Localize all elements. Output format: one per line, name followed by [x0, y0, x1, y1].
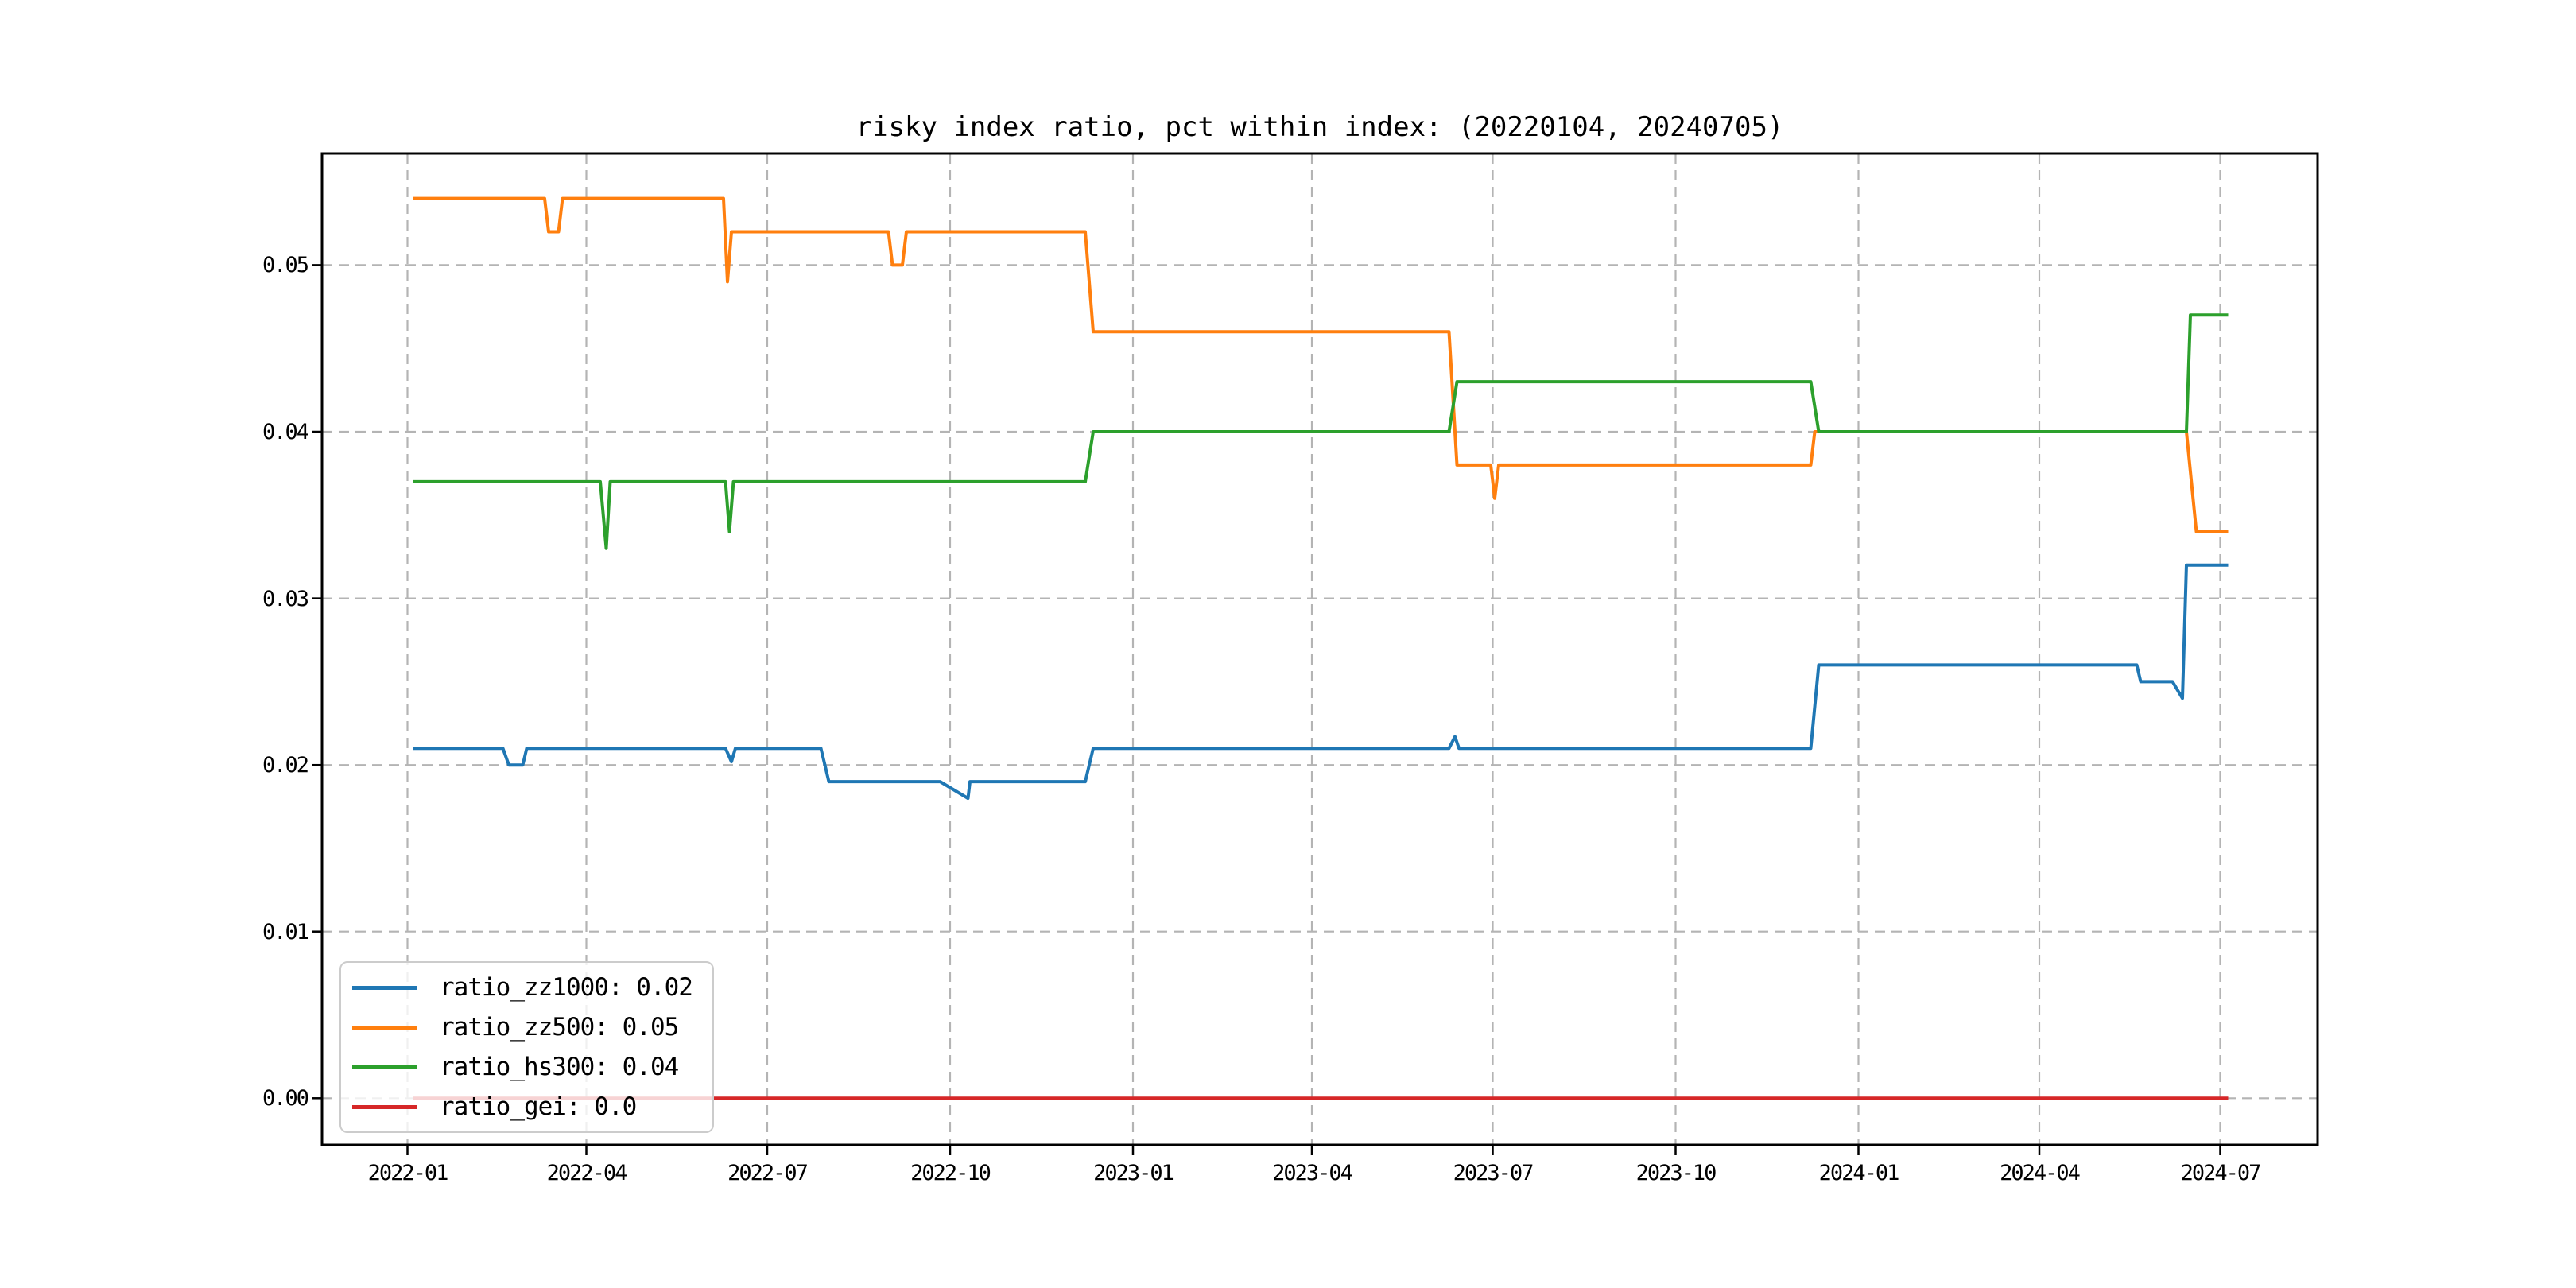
x-tick-label: 2024-07	[2180, 1161, 2262, 1185]
x-tick-label: 2022-04	[546, 1161, 628, 1185]
x-tick-label: 2022-10	[910, 1161, 991, 1185]
legend-line-sample	[352, 1025, 417, 1030]
plot-frame	[320, 152, 2319, 1146]
y-tick-label: 0.04	[262, 419, 309, 444]
legend-item-label: ratio_gei: 0.0	[440, 1092, 637, 1121]
series-line-ratio_zz1000	[413, 563, 2229, 801]
legend-line-sample	[352, 1065, 417, 1069]
series-line-ratio_hs300	[413, 313, 2229, 550]
y-tick-label: 0.02	[262, 753, 309, 778]
legend-line-sample	[352, 985, 417, 990]
x-tick-label: 2023-10	[1635, 1161, 1717, 1185]
legend-item-label: ratio_hs300: 0.04	[440, 1052, 679, 1081]
legend-item-2: ratio_hs300: 0.04	[341, 1052, 712, 1081]
x-tick-label: 2023-01	[1093, 1161, 1174, 1185]
x-tick-label: 2024-04	[2000, 1161, 2081, 1185]
legend-item-3: ratio_gei: 0.0	[341, 1092, 712, 1121]
y-tick-label: 0.03	[262, 586, 309, 611]
x-tick-label: 2022-01	[367, 1161, 449, 1185]
legend-item-0: ratio_zz1000: 0.02	[341, 972, 712, 1002]
x-tick-label: 2022-07	[727, 1161, 809, 1185]
x-tick-label: 2023-07	[1453, 1161, 1534, 1185]
legend-item-label: ratio_zz500: 0.05	[440, 1012, 679, 1042]
legend-item-1: ratio_zz500: 0.05	[341, 1012, 712, 1042]
y-tick-label: 0.01	[262, 919, 309, 945]
legend: ratio_zz1000: 0.02 ratio_zz500: 0.05 ratio…	[339, 961, 714, 1133]
chart-title: risky index ratio, pct within index: (20…	[855, 111, 1784, 143]
y-tick-label: 0.00	[262, 1086, 309, 1111]
legend-item-label: ratio_zz1000: 0.02	[440, 972, 693, 1002]
y-tick-label: 0.05	[262, 253, 309, 278]
series-line-ratio_zz500	[413, 196, 2229, 533]
legend-line-sample	[352, 1104, 417, 1109]
x-tick-label: 2023-04	[1272, 1161, 1353, 1185]
x-tick-label: 2024-01	[1818, 1161, 1900, 1185]
